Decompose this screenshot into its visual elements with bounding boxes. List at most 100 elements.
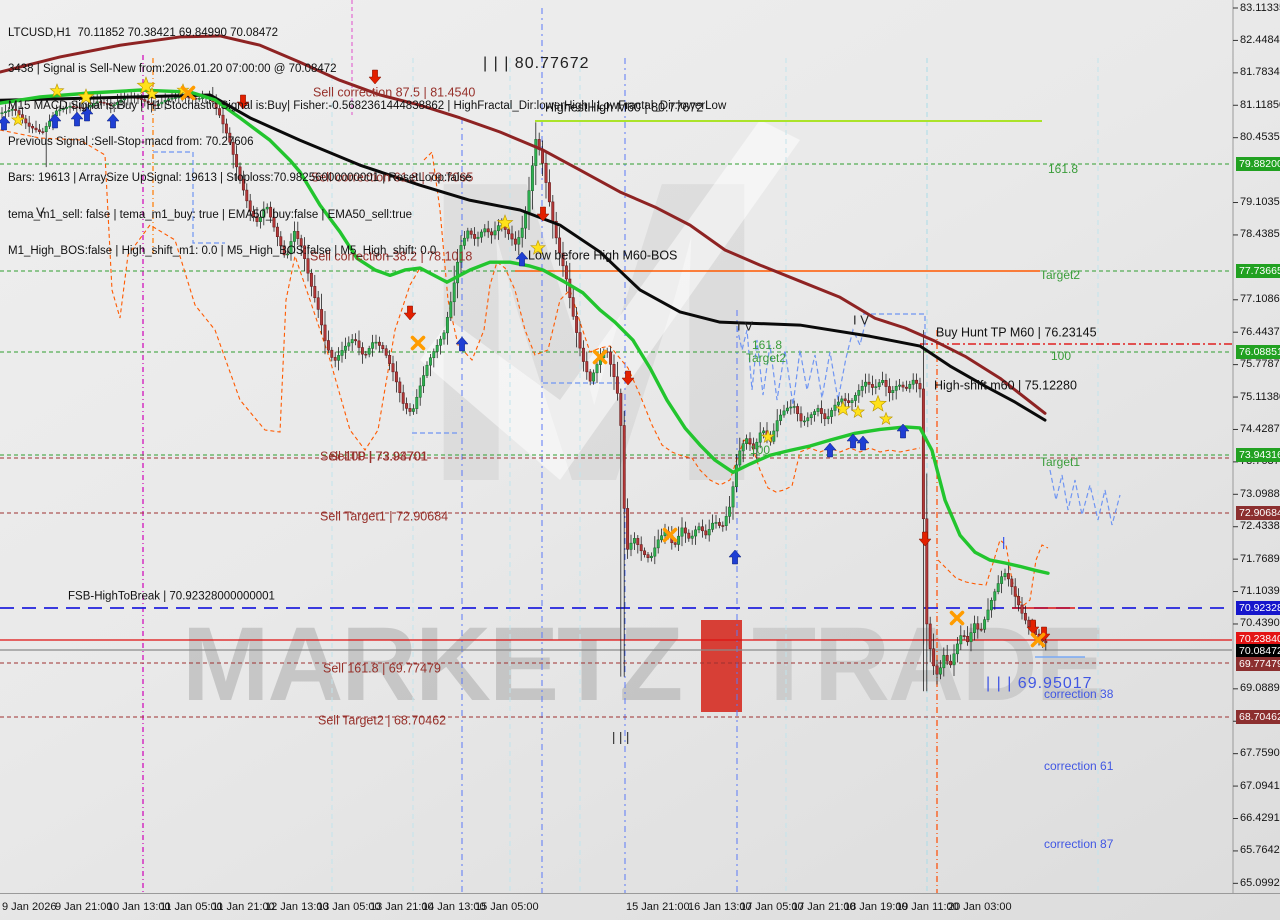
candle-up xyxy=(782,410,786,416)
candle-down xyxy=(37,129,41,132)
candle-up xyxy=(989,600,993,611)
candle-up xyxy=(428,357,432,366)
star-marker xyxy=(869,394,887,412)
candle-down xyxy=(231,141,235,155)
annotation-marker-i-blue: | xyxy=(1002,535,1005,550)
candle-down xyxy=(643,550,647,555)
candle-down xyxy=(949,660,953,666)
price-tick-label: 73.09880 xyxy=(1240,487,1280,500)
annotation-sell-161: Sell 161.8 | 69.77479 xyxy=(323,661,441,675)
candle-down xyxy=(748,438,752,445)
candle-up xyxy=(877,382,881,388)
candle-down xyxy=(622,425,626,509)
candle-up xyxy=(758,432,762,443)
annotation-target1-right: Target1 xyxy=(1040,455,1080,469)
candle-up xyxy=(3,111,7,114)
candle-down xyxy=(843,398,847,401)
candle-down xyxy=(333,357,337,361)
candle-down xyxy=(296,231,300,239)
ma-brown-line xyxy=(0,34,1047,415)
price-tick-label: 71.10395 xyxy=(1240,585,1280,598)
buy-arrow-marker xyxy=(80,106,94,122)
candle-up xyxy=(816,408,820,412)
candle-down xyxy=(469,230,473,235)
candle-up xyxy=(660,535,664,541)
candle-up xyxy=(435,345,439,352)
candle-up xyxy=(833,404,837,411)
candle-up xyxy=(61,108,65,110)
candle-down xyxy=(313,286,317,299)
candle-up xyxy=(374,341,378,344)
price-tick-label: 81.11850 xyxy=(1240,98,1280,111)
candle-down xyxy=(1013,586,1017,597)
candle-up xyxy=(775,420,779,432)
candle-down xyxy=(228,132,232,143)
candle-down xyxy=(238,166,242,180)
candle-down xyxy=(146,101,150,104)
candle-up xyxy=(891,390,895,393)
candle-down xyxy=(901,384,905,388)
candle-up xyxy=(731,486,735,508)
candle-down xyxy=(568,278,572,298)
candle-down xyxy=(391,363,395,373)
candles xyxy=(0,86,1048,692)
candle-up xyxy=(694,529,698,537)
candle-up xyxy=(197,98,201,100)
candle-down xyxy=(704,530,708,536)
level-lines xyxy=(0,120,1232,718)
candle-down xyxy=(354,339,358,342)
star-marker xyxy=(850,404,866,419)
price-tick-label: 83.11335 xyxy=(1240,1,1280,14)
candle-down xyxy=(275,226,279,237)
candle-down xyxy=(109,104,113,106)
candle-down xyxy=(609,351,613,365)
price-tick-label: 80.45355 xyxy=(1240,131,1280,144)
annotation-bars-count-low: | | | 69.95017 xyxy=(986,675,1093,692)
time-axis-label: 17 Jan 21:00 xyxy=(792,901,856,913)
price-tick-label: 71.76890 xyxy=(1240,552,1280,565)
candle-up xyxy=(959,635,963,645)
watermark-red-bar xyxy=(701,620,742,712)
x-close-marker xyxy=(410,335,426,351)
candle-down xyxy=(626,508,630,550)
candle-up xyxy=(337,355,341,361)
candle-up xyxy=(809,414,813,419)
candle-down xyxy=(646,554,650,559)
price-tick-label: 75.11380 xyxy=(1240,390,1280,403)
time-axis-label: 20 Jan 03:00 xyxy=(948,901,1012,913)
annotation-fibo-161-right: 161.8 xyxy=(1048,162,1078,176)
annotation-sell-correction-875: Sell correction 87.5 | 81.4540 xyxy=(313,85,475,99)
candle-down xyxy=(486,228,490,233)
candle-up xyxy=(527,190,531,214)
candle-up xyxy=(459,245,463,263)
sell-arrow-marker xyxy=(918,531,932,547)
time-axis-label: 14 Jan 13:00 xyxy=(422,901,486,913)
candle-up xyxy=(160,101,164,105)
annotation-fibo-161-mid: 161.8 xyxy=(752,338,782,352)
annotation-correction-38: correction 38 xyxy=(1044,687,1114,701)
candle-up xyxy=(445,317,449,334)
price-tick-label: 75.77875 xyxy=(1240,358,1280,371)
candle-down xyxy=(547,182,551,203)
candle-down xyxy=(384,348,388,356)
candle-down xyxy=(218,108,222,116)
candle-up xyxy=(350,339,354,344)
candle-up xyxy=(258,217,262,222)
annotation-buy-hunt-tp: Buy Hunt TP M60 | 76.23145 xyxy=(936,325,1097,339)
buy-arrow-marker xyxy=(0,115,11,131)
price-level-badge: 79.88200 xyxy=(1236,157,1280,171)
candle-down xyxy=(326,340,330,351)
candle-down xyxy=(1010,578,1014,587)
buy-arrow-marker xyxy=(823,442,837,458)
candle-down xyxy=(27,122,31,127)
candle-up xyxy=(340,350,344,356)
candle-down xyxy=(588,371,592,382)
sell-arrow-marker xyxy=(536,206,550,222)
price-tick-label: 65.76420 xyxy=(1240,844,1280,857)
time-axis-label: 18 Jan 19:00 xyxy=(844,901,908,913)
annotation-sell-correction-382: Sell correction 38.2 | 78.1018 xyxy=(310,249,472,263)
price-level-badge: 70.92328 xyxy=(1236,601,1280,615)
price-tick-label: 81.78345 xyxy=(1240,66,1280,79)
candle-down xyxy=(575,316,579,333)
